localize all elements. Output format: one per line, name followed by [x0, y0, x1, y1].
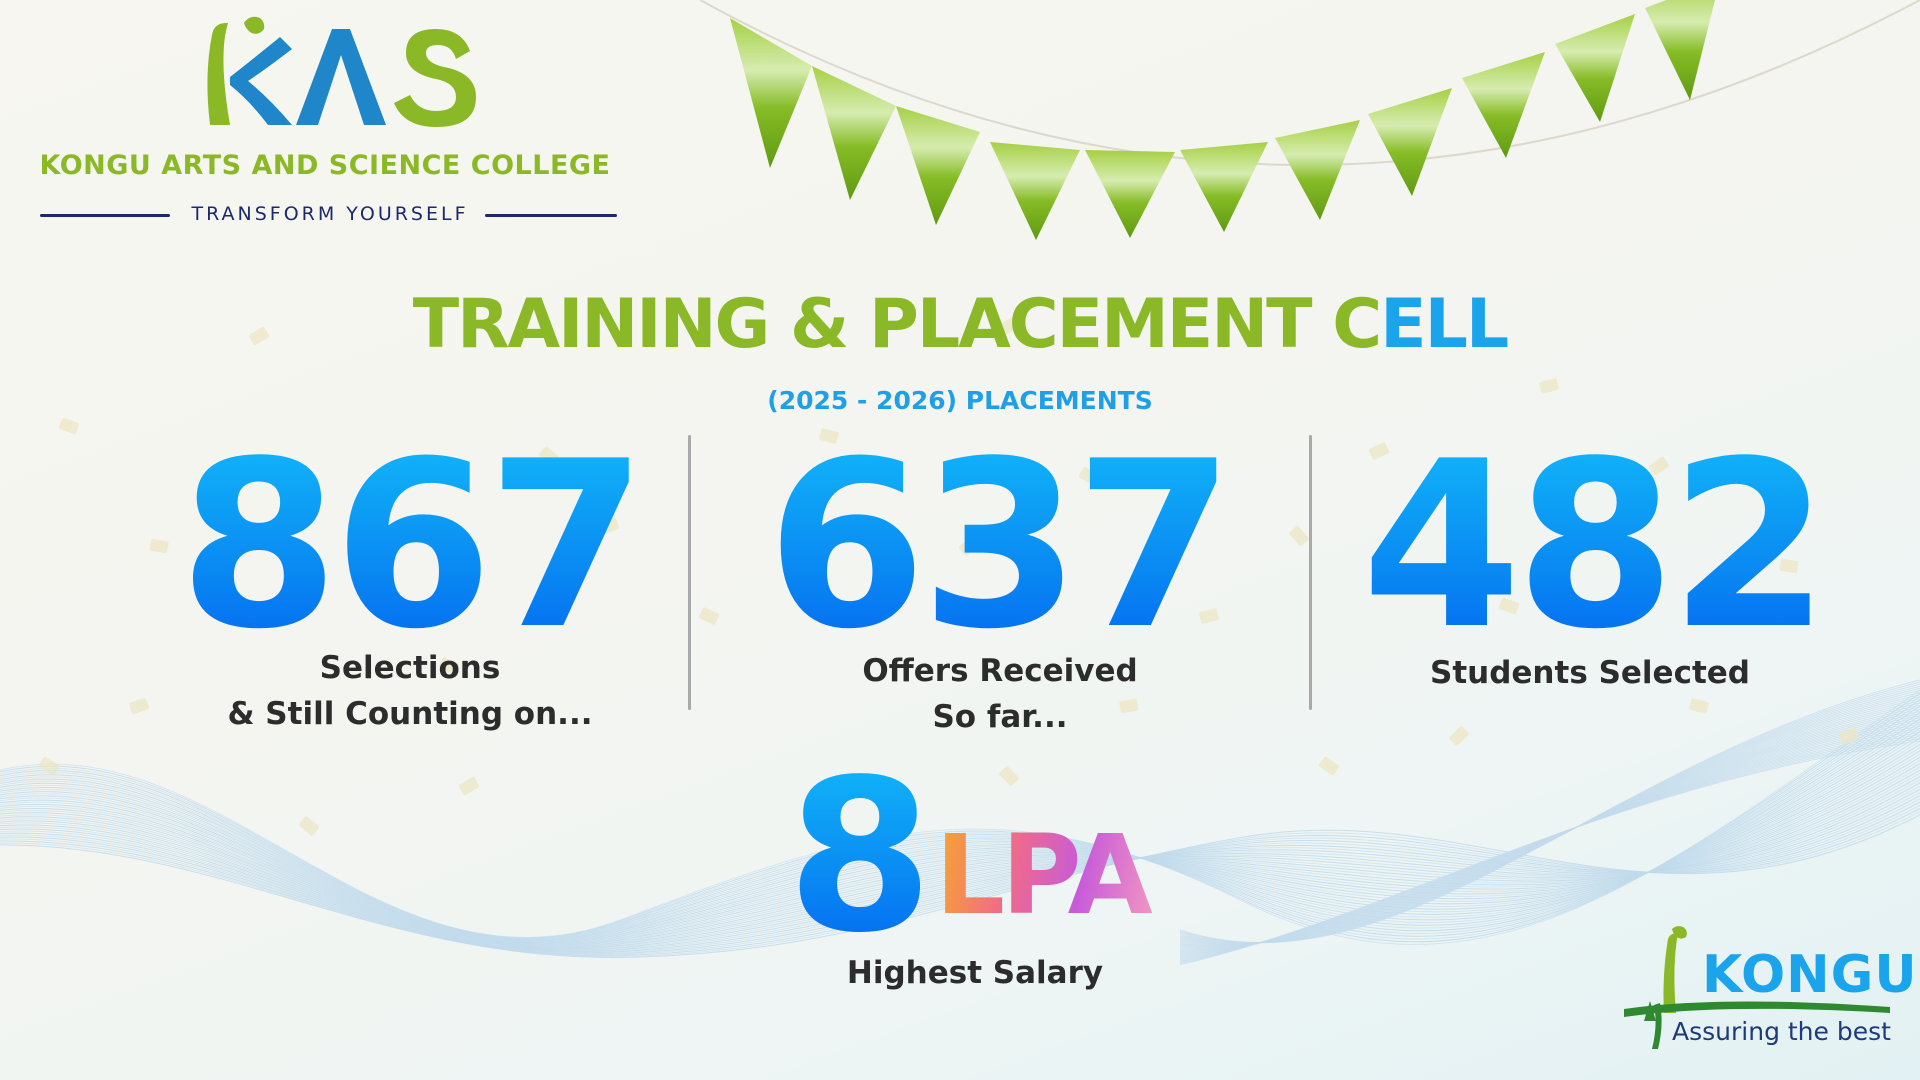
tagline-right-line — [485, 214, 617, 217]
bunting-flag — [1085, 150, 1175, 238]
kongu-logo: KONGU Assuring the best — [1620, 925, 1917, 1055]
bunting-flag — [1462, 52, 1545, 158]
kongu-logo-mark — [1624, 926, 1890, 1049]
page-subtitle: (2025 - 2026) PLACEMENTS — [767, 386, 1153, 415]
bunting-flag — [812, 66, 896, 200]
college-tagline: TRANSFORM YOURSELF — [191, 203, 469, 225]
bunting-flag — [1555, 14, 1635, 122]
stat-students-value: 482 — [1355, 432, 1830, 662]
title-part-c: C — [1332, 285, 1382, 364]
stat-offers-value: 637 — [760, 432, 1235, 662]
stat-students-label: Students Selected — [1360, 650, 1820, 696]
title-part-ell: ELL — [1380, 285, 1509, 364]
stat-selections-value: 867 — [175, 432, 647, 662]
bunting-flag — [896, 106, 980, 225]
bunting-flag — [1368, 88, 1452, 196]
stat-divider-2 — [1309, 435, 1312, 710]
highest-salary-value: 8 — [775, 752, 945, 962]
bunting-flag — [1180, 142, 1268, 232]
highest-salary-unit: LPA — [935, 820, 1155, 930]
stat-divider-1 — [688, 435, 691, 710]
stat-students-label-line1: Students Selected — [1430, 655, 1750, 691]
stat-offers-label-line2: So far... — [932, 699, 1068, 735]
title-part-training: TRAINING & — [412, 285, 869, 364]
stat-selections-label-line1: Selections — [319, 650, 501, 686]
college-logo: KONGU ARTS AND SCIENCE COLLEGE TRANSFORM… — [30, 10, 620, 225]
bunting-flag — [1275, 120, 1360, 220]
kongu-tagline: Assuring the best — [1672, 1017, 1891, 1046]
title-part-placement: PLACEMENT — [868, 285, 1333, 364]
highest-salary-label: Highest Salary — [846, 955, 1104, 991]
bunting-flag — [1645, 0, 1715, 100]
kas-logo-mark — [207, 16, 476, 127]
stat-offers-label-line1: Offers Received — [862, 653, 1138, 689]
bunting-flags — [700, 0, 1920, 240]
tagline-row: TRANSFORM YOURSELF — [35, 201, 625, 231]
page-title: TRAINING & PLACEMENT CELL — [300, 285, 1620, 364]
bunting-flag — [990, 142, 1080, 240]
college-name: KONGU ARTS AND SCIENCE COLLEGE — [39, 150, 611, 181]
bunting-flag — [730, 18, 812, 168]
stat-selections-label-line2: & Still Counting on... — [227, 696, 593, 732]
kongu-name: KONGU — [1702, 945, 1918, 1005]
stat-offers-label: Offers Received So far... — [770, 648, 1230, 740]
tagline-left-line — [40, 214, 170, 217]
stat-selections-label: Selections & Still Counting on... — [180, 645, 640, 737]
